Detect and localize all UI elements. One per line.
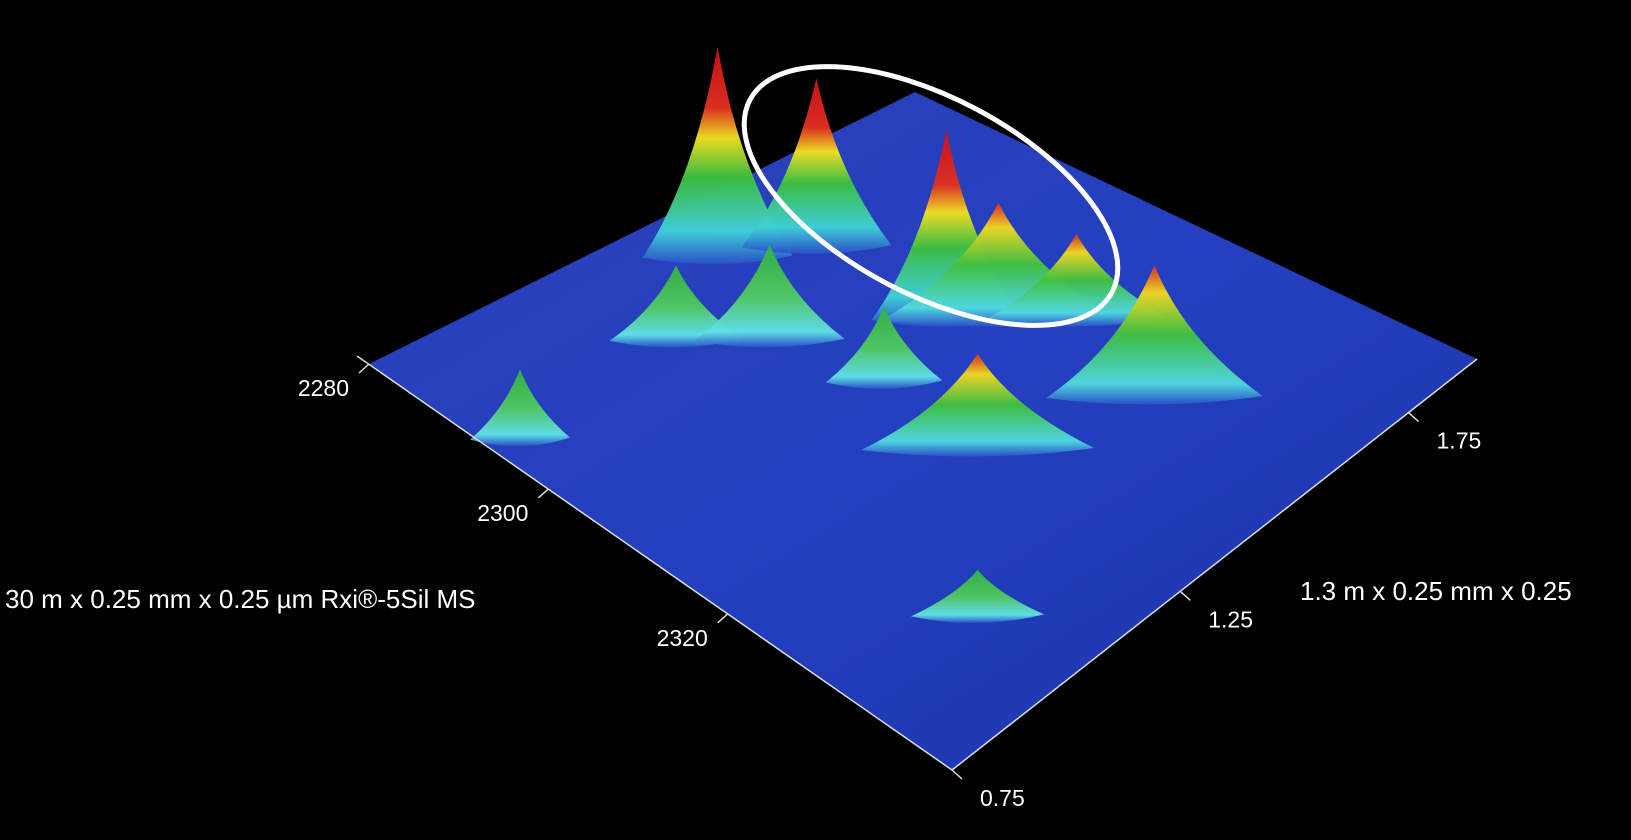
surface-peaks <box>470 46 1263 623</box>
surface-peak <box>1046 265 1263 405</box>
y-tick <box>1179 590 1191 601</box>
surface-peak <box>861 353 1095 457</box>
x-tick-label: 2320 <box>657 625 708 651</box>
x-tick <box>537 488 549 499</box>
y-tick <box>1408 412 1420 423</box>
y-tick <box>951 769 963 780</box>
surface-peak <box>741 78 892 254</box>
y-axis-line <box>951 358 1478 771</box>
y-tick-label: 0.75 <box>980 785 1025 811</box>
surface-peak <box>470 369 570 447</box>
x-axis-line <box>356 355 953 771</box>
x-axis-title: 30 m x 0.25 mm x 0.25 µm Rxi®-5Sil MS <box>5 584 475 614</box>
x-tick-label: 2300 <box>477 500 528 526</box>
surface-peak <box>609 265 743 348</box>
x-tick-label: 2280 <box>298 375 349 401</box>
y-tick-label: 1.25 <box>1208 606 1253 632</box>
y-axis-title: 1.3 m x 0.25 mm x 0.25 <box>1300 576 1572 606</box>
x-tick <box>717 613 729 624</box>
highlight-ellipse <box>741 64 1121 328</box>
surface-peak <box>911 569 1045 623</box>
surface-peak <box>984 234 1168 327</box>
surface-peak <box>642 46 793 265</box>
surface-peak <box>825 306 943 389</box>
surface-peak <box>694 244 845 348</box>
y-tick-label: 1.75 <box>1437 428 1482 454</box>
x-tick <box>358 363 370 374</box>
